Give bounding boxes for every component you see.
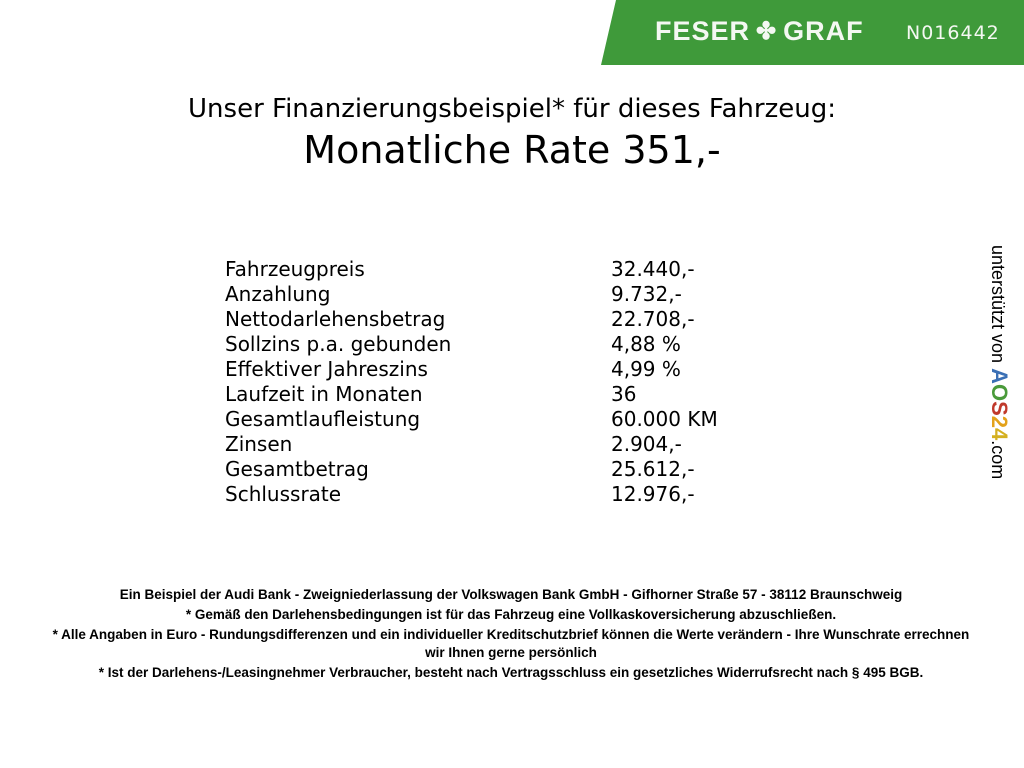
supported-by: unterstützt von AOS24.com <box>986 245 1012 479</box>
table-row: Sollzins p.a. gebunden 4,88 % <box>225 332 745 357</box>
page-title: Unser Finanzierungsbeispiel* für dieses … <box>188 94 836 124</box>
table-row: Zinsen 2.904,- <box>225 432 745 457</box>
aos24-logo-letter: 2 <box>987 415 1012 429</box>
row-label: Sollzins p.a. gebunden <box>225 332 452 356</box>
row-value: 9.732,- <box>611 282 682 306</box>
footer-line: * Gemäß den Darlehensbedingungen ist für… <box>185 607 837 622</box>
row-value: 36 <box>611 382 637 406</box>
row-value: 60.000 KM <box>611 407 718 431</box>
aos24-logo-letter: S <box>987 401 1012 416</box>
row-value: 12.976,- <box>611 482 695 506</box>
table-row: Gesamtlaufleistung 60.000 KM <box>225 407 745 432</box>
table-row: Anzahlung 9.732,- <box>225 282 745 307</box>
row-value: 22.708,- <box>611 307 695 331</box>
aos24-logo: AOS24 <box>987 368 1012 440</box>
table-row: Gesamtbetrag 25.612,- <box>225 457 745 482</box>
row-label: Zinsen <box>225 432 293 456</box>
table-row: Effektiver Jahreszins 4,99 % <box>225 357 745 382</box>
table-row: Laufzeit in Monaten 36 <box>225 382 745 407</box>
table-row: Nettodarlehensbetrag 22.708,- <box>225 307 745 332</box>
footer-line: Ein Beispiel der Audi Bank - Zweignieder… <box>119 587 903 602</box>
row-value: 32.440,- <box>611 257 695 281</box>
row-label: Laufzeit in Monaten <box>225 382 423 406</box>
row-label: Anzahlung <box>225 282 331 306</box>
clover-icon: ✤ <box>756 17 778 45</box>
aos24-logo-letter: O <box>987 383 1012 402</box>
row-value: 25.612,- <box>611 457 695 481</box>
row-label: Nettodarlehensbetrag <box>225 307 446 331</box>
aos24-suffix: .com <box>988 440 1008 480</box>
supported-by-text: unterstützt von <box>988 245 1008 364</box>
footer-line: * Ist der Darlehens-/Leasingnehmer Verbr… <box>98 665 924 680</box>
footer-disclaimer: Ein Beispiel der Audi Bank - Zweignieder… <box>50 586 972 684</box>
brand-logo: FESER ✤ GRAF <box>655 16 864 47</box>
finance-table: Fahrzeugpreis 32.440,- Anzahlung 9.732,- Net… <box>225 257 745 507</box>
table-row: Fahrzeugpreis 32.440,- <box>225 257 745 282</box>
row-value: 4,99 % <box>611 357 681 381</box>
row-label: Schlussrate <box>225 482 342 506</box>
brand-logo-text-2: GRAF <box>783 16 864 46</box>
row-label: Gesamtbetrag <box>225 457 369 481</box>
footer-line: * Alle Angaben in Euro - Rundungsdiffere… <box>52 627 970 660</box>
row-label: Fahrzeugpreis <box>225 257 365 281</box>
row-value: 2.904,- <box>611 432 682 456</box>
monthly-rate: Monatliche Rate 351,- <box>303 128 721 172</box>
aos24-logo-letter: A <box>987 368 1012 384</box>
vehicle-code: N016442 <box>906 22 1000 44</box>
brand-logo-text-1: FESER <box>655 16 751 46</box>
header-banner <box>601 0 1024 65</box>
row-label: Gesamtlaufleistung <box>225 407 421 431</box>
row-value: 4,88 % <box>611 332 681 356</box>
aos24-logo-letter: 4 <box>987 428 1012 441</box>
row-label: Effektiver Jahreszins <box>225 357 428 381</box>
table-row: Schlussrate 12.976,- <box>225 482 745 507</box>
